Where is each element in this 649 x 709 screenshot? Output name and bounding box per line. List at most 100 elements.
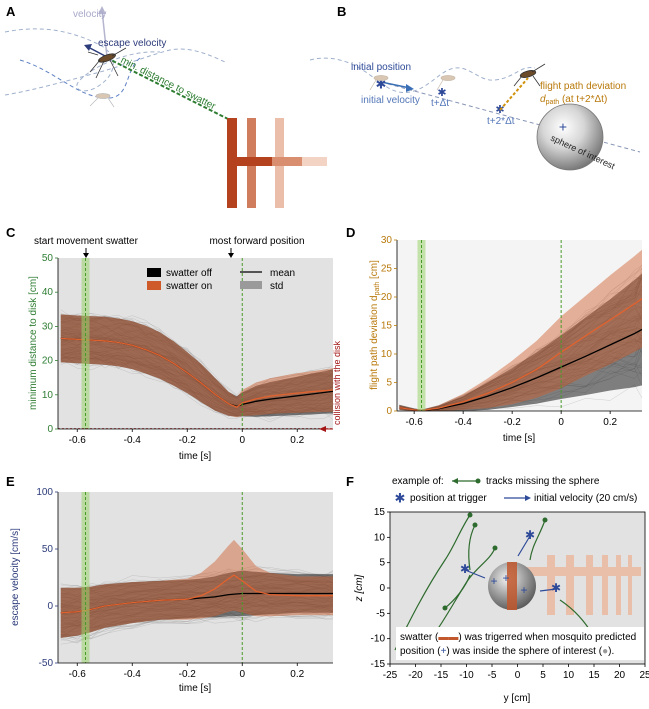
y-tick-label: 20 xyxy=(42,356,54,367)
collision-label: collision with the disk xyxy=(332,340,342,425)
std-band-swatter-off xyxy=(60,314,333,417)
y-tick-label: -5 xyxy=(376,608,385,619)
note-line-1: swatter (▬▬) was trigerred when mosquito… xyxy=(400,632,636,643)
y-tick-label: 0 xyxy=(386,406,392,417)
track-f-4 xyxy=(444,574,471,609)
x-tick-label: 0.2 xyxy=(290,435,304,446)
y-tick-label: -15 xyxy=(371,659,386,670)
y-tick-label: -10 xyxy=(371,634,386,645)
x-tick-label: -0.4 xyxy=(124,435,142,446)
start-arrowhead xyxy=(83,253,89,258)
x-tick-label: 0 xyxy=(515,670,521,681)
tracks-f xyxy=(394,514,601,651)
trigger-marker-1: ✱ xyxy=(460,562,470,576)
plot-d-axes: 0 5 10 15 20 25 30 -0.6 -0.4 -0.2 0 0.2 xyxy=(381,235,642,428)
flight-track-3 xyxy=(19,57,141,99)
trigger-legend-label: position at trigger xyxy=(410,493,487,504)
y-tick-label: 0 xyxy=(47,601,53,612)
initial-position-marker: ✱ xyxy=(376,76,387,91)
trigger-marker-3: ✱ xyxy=(551,581,561,595)
y-tick-label: 25 xyxy=(381,264,393,275)
legend-std-swatch xyxy=(240,281,262,289)
min-distance-label: min. distance to swatter xyxy=(119,55,218,113)
trigger-marker-2: ✱ xyxy=(525,528,535,542)
x-tick-label: -20 xyxy=(408,670,423,681)
predicted-marker-1: + xyxy=(490,574,497,588)
x-tick-label: 20 xyxy=(614,670,626,681)
y-tick-label: 0 xyxy=(47,424,53,435)
initial-velocity-label: initial velocity xyxy=(361,95,420,106)
forward-arrowhead xyxy=(228,253,234,258)
panel-label-e: E xyxy=(6,474,15,489)
predicted-line xyxy=(380,81,641,153)
mean-line-swatter-on xyxy=(60,574,333,614)
x-tick-label: -0.6 xyxy=(69,669,87,680)
legend-on-label: swatter on xyxy=(166,281,212,292)
x-tick-label: -5 xyxy=(488,670,497,681)
legend-std-label: std xyxy=(270,281,283,292)
panel-label-f: F xyxy=(346,474,354,489)
most-forward-label: most forward position xyxy=(209,236,304,247)
swatter-a xyxy=(227,118,327,208)
std-band-swatter-off xyxy=(399,273,642,411)
swatter-disk-f xyxy=(507,562,517,610)
t-2dt-label: t+2*Δt xyxy=(487,116,515,127)
panel-label-a: A xyxy=(6,4,16,19)
panel-f-legend: example of: tracks missing the sphere ✱ … xyxy=(392,476,637,505)
std-band-swatter-on xyxy=(60,539,333,638)
panel-f-note-box xyxy=(396,627,644,660)
track-f-6 xyxy=(468,524,476,571)
y-tick-label: 5 xyxy=(386,378,392,389)
x-tick-label: 5 xyxy=(540,670,546,681)
flight-track-1 xyxy=(4,28,161,92)
y-tick-label: 20 xyxy=(381,292,393,303)
mosquito-b-faded xyxy=(369,75,456,91)
x-tick-label: 15 xyxy=(588,670,600,681)
panel-a-illustration: velocity escape velocity min. distance t… xyxy=(4,6,327,208)
initial-velocity-arrow xyxy=(380,81,411,89)
plot-f-ylabel: z [cm] xyxy=(354,574,365,602)
x-tick-label: -0.4 xyxy=(455,417,473,428)
min-distance-line xyxy=(106,57,231,121)
x-tick-label: -0.2 xyxy=(504,417,522,428)
deviation-line xyxy=(499,77,529,111)
x-tick-label: -0.6 xyxy=(406,417,424,428)
plot-e-data xyxy=(60,492,333,663)
track-f-1 xyxy=(394,514,471,651)
x-tick-label: -0.6 xyxy=(69,435,87,446)
plot-d-ylabel: flight path deviation dpath [cm] xyxy=(369,260,381,390)
escape-velocity-arrow xyxy=(87,46,108,58)
x-tick-label: -0.2 xyxy=(179,435,197,446)
y-tick-label: 5 xyxy=(379,558,385,569)
legend-off-label: swatter off xyxy=(166,268,212,279)
panel-label-c: C xyxy=(6,225,16,240)
y-tick-label: 30 xyxy=(42,321,54,332)
deviation-label-1: flight path deviation xyxy=(540,81,626,92)
swatter-f xyxy=(516,555,641,615)
sphere-of-interest xyxy=(536,103,604,171)
individual-track xyxy=(60,610,333,639)
y-tick-label: 100 xyxy=(36,487,53,498)
individual-track xyxy=(60,611,333,645)
y-tick-label: 10 xyxy=(42,390,54,401)
plot-e-xlabel: time [s] xyxy=(179,683,211,694)
std-band-swatter-on xyxy=(60,314,333,418)
panel-b-illustration: ✱ ✱ ✱ initial position initial velocity … xyxy=(309,57,641,171)
individual-track xyxy=(399,384,642,411)
legend-swatch-off xyxy=(147,268,161,277)
x-tick-label: 25 xyxy=(639,670,649,681)
legend-swatch-on xyxy=(147,281,161,290)
mosquito-b xyxy=(513,63,546,87)
x-tick-label: -15 xyxy=(434,670,449,681)
mosquito-a xyxy=(87,47,127,79)
plot-c-data xyxy=(58,258,333,429)
x-tick-label: -25 xyxy=(383,670,398,681)
tracks-legend-label: tracks missing the sphere xyxy=(486,476,600,487)
y-tick-label: 10 xyxy=(381,349,393,360)
y-tick-label: 0 xyxy=(379,583,385,594)
legend-mean-label: mean xyxy=(270,268,295,279)
y-tick-label: 30 xyxy=(381,235,393,246)
y-tick-label: 10 xyxy=(374,532,386,543)
x-tick-label: -10 xyxy=(459,670,474,681)
individual-track xyxy=(60,309,333,399)
